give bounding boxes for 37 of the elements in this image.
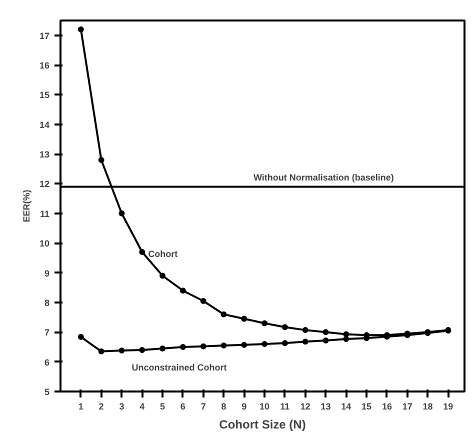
y-tick-label: 7 (44, 328, 50, 338)
y-tick-label: 17 (39, 30, 50, 41)
x-tick-label: 12 (300, 402, 310, 412)
x-tick-label: 7 (200, 402, 206, 412)
x-tick-label: 6 (180, 402, 186, 412)
x-tick-label: 8 (221, 402, 226, 412)
x-tick-label: 16 (382, 402, 392, 412)
x-tick-label: 18 (422, 402, 433, 412)
x-tick-label: 17 (402, 402, 412, 412)
x-tick-label: 1 (78, 402, 84, 412)
y-tick-label: 14 (39, 120, 50, 130)
x-tick-label: 2 (98, 402, 104, 412)
x-tick-label: 10 (260, 402, 270, 412)
y-tick-label: 12 (39, 179, 50, 190)
y-axis-title: EER(%) (21, 190, 32, 222)
ref-line-label: Without Normalisation (baseline) (254, 172, 394, 183)
x-tick-label: 15 (362, 402, 372, 412)
y-tick-label: 8 (44, 298, 50, 308)
x-tick-label: 5 (160, 402, 166, 412)
x-tick-label: 9 (242, 402, 247, 412)
y-tick-label: 10 (39, 238, 50, 249)
y-tick-label: 5 (44, 387, 50, 397)
x-axis-title: Cohort Size (N) (219, 418, 306, 432)
series-label: Cohort (148, 249, 178, 260)
y-tick-label: 6 (44, 357, 50, 368)
y-tick-label: 16 (39, 60, 50, 71)
y-tick-label: 15 (39, 90, 50, 100)
x-tick-label: 3 (119, 402, 124, 412)
x-tick-label: 11 (280, 402, 290, 412)
x-tick-label: 4 (140, 402, 145, 412)
x-tick-label: 14 (341, 402, 352, 412)
y-tick-label: 9 (44, 268, 50, 278)
y-tick-label: 13 (39, 150, 50, 160)
y-tick-label: 11 (40, 208, 50, 219)
x-tick-label: 19 (443, 402, 454, 412)
x-tick-label: 13 (320, 402, 331, 412)
series-label: Unconstrained Cohort (132, 362, 227, 373)
